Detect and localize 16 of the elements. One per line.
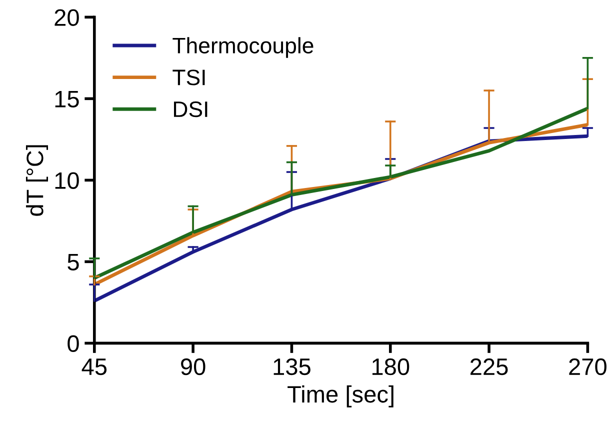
legend-label: DSI bbox=[174, 101, 208, 118]
x-tick-label: 135 bbox=[274, 358, 310, 376]
legend-label: TSI bbox=[172, 70, 205, 86]
y-tick-label: 5 bbox=[68, 254, 79, 270]
x-tick-label: 225 bbox=[470, 358, 508, 376]
y-axis-title: dT [°C] bbox=[26, 145, 48, 216]
legend-label: Thermocouple bbox=[172, 37, 314, 58]
x-tick-label: 90 bbox=[181, 358, 206, 376]
x-tick-label: 180 bbox=[372, 358, 410, 376]
x-tick-label: 270 bbox=[569, 358, 606, 376]
y-tick-label: 15 bbox=[55, 90, 79, 108]
y-tick-label: 20 bbox=[54, 9, 79, 26]
y-tick-label: 0 bbox=[68, 335, 79, 352]
y-tick-label: 10 bbox=[55, 172, 79, 189]
x-tick-label: 45 bbox=[82, 358, 107, 376]
x-axis-title: Time [sec] bbox=[288, 385, 394, 408]
